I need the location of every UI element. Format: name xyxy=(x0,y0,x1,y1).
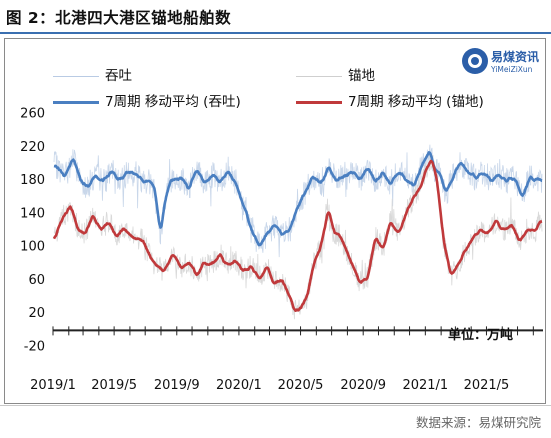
brand-logo: 易煤资讯 YiMeiZiXun xyxy=(462,45,542,79)
source-note: 数据来源：易煤研究院 xyxy=(415,415,541,430)
logo-name-en: YiMeiZiXun xyxy=(491,65,533,74)
x-tick-label: 2019/1 xyxy=(30,378,76,393)
source-rule xyxy=(0,405,551,406)
x-tick-label: 2020/5 xyxy=(278,378,324,393)
legend-label: 7周期 移动平均 (吞吐) xyxy=(105,94,241,110)
series-throughput-ma xyxy=(53,151,543,247)
legend-item-throughput-ma: 7周期 移动平均 (吞吐) xyxy=(53,90,241,110)
legend-label: 锚地 xyxy=(348,68,375,84)
series-anchorage-raw xyxy=(53,152,543,320)
unit-label: 单位：万吨 xyxy=(448,328,514,343)
y-tick-label: 140 xyxy=(20,206,45,221)
y-tick-label: 220 xyxy=(20,140,45,155)
chart-frame: -20 20 60 100 140 180 220 260 2019/1 2019/5 2019/9… xyxy=(4,38,546,404)
legend-label: 7周期 移动平均 (锚地) xyxy=(348,94,484,110)
title-rule xyxy=(0,32,551,34)
series-throughput-raw xyxy=(53,144,543,258)
x-tick-label: 2019/9 xyxy=(154,378,200,393)
x-tick-label: 2020/9 xyxy=(340,378,386,393)
logo-name-cn: 易煤资讯 xyxy=(491,50,540,64)
x-tick-label: 2021/1 xyxy=(402,378,448,393)
series-anchorage-ma xyxy=(52,159,543,312)
y-tick-label: -20 xyxy=(24,340,45,355)
legend-item-anchorage-raw: 锚地 xyxy=(296,64,375,84)
logo-disc-icon xyxy=(462,48,488,74)
legend-item-anchorage-ma: 7周期 移动平均 (锚地) xyxy=(296,90,484,110)
x-tick-label: 2020/1 xyxy=(216,378,262,393)
legend-item-throughput-raw: 吞吐 xyxy=(53,64,132,84)
y-tick-label: 260 xyxy=(20,107,45,122)
y-tick-label: 180 xyxy=(20,173,45,188)
y-tick-label: 60 xyxy=(28,273,45,288)
figure-title: 图 2：北港四大港区锚地船舶数 xyxy=(6,9,232,27)
y-tick-label: 20 xyxy=(28,306,45,321)
y-tick-label: 100 xyxy=(20,240,45,255)
legend-label: 吞吐 xyxy=(105,68,132,84)
x-tick-label: 2021/5 xyxy=(464,378,510,393)
x-tick-label: 2019/5 xyxy=(91,378,137,393)
line-chart: -20 20 60 100 140 180 220 260 2019/1 2019/5 2019/9… xyxy=(20,107,543,393)
